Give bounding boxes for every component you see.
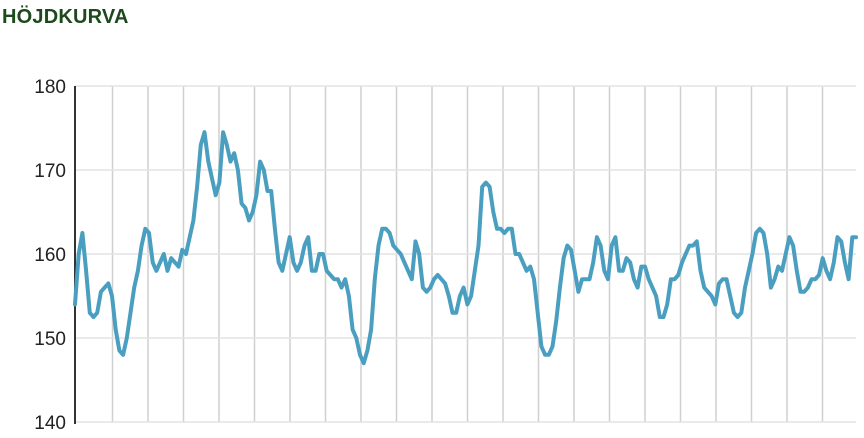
y-tick-labels: 140 150 160 170 180 — [34, 77, 66, 434]
y-tick-label: 180 — [34, 77, 66, 98]
y-tick-label: 140 — [34, 413, 66, 434]
horizontal-gridlines — [75, 85, 856, 423]
y-tick-label: 170 — [34, 161, 66, 182]
y-tick-label: 150 — [34, 329, 66, 350]
y-tick-label: 160 — [34, 245, 66, 266]
chart-title: HÖJDKURVA — [2, 6, 129, 28]
elevation-series-line — [73, 130, 858, 366]
